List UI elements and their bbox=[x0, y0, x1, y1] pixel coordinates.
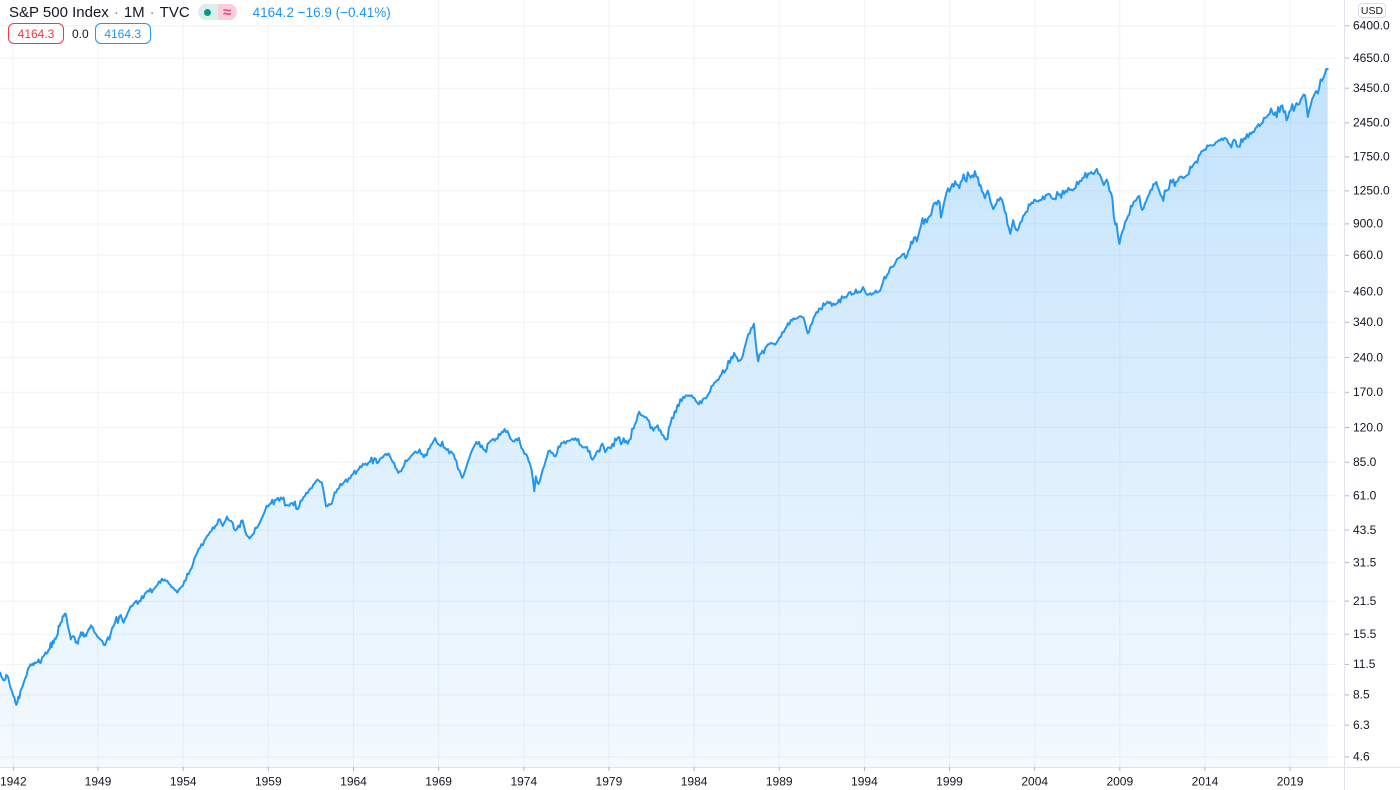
svg-text:240.0: 240.0 bbox=[1353, 350, 1383, 364]
svg-text:4650.0: 4650.0 bbox=[1353, 51, 1390, 65]
svg-text:1969: 1969 bbox=[425, 775, 452, 789]
svg-text:1964: 1964 bbox=[340, 775, 367, 789]
svg-text:2019: 2019 bbox=[1277, 775, 1304, 789]
svg-text:2009: 2009 bbox=[1106, 775, 1133, 789]
svg-text:43.5: 43.5 bbox=[1353, 523, 1377, 537]
svg-text:15.5: 15.5 bbox=[1353, 627, 1377, 641]
svg-text:8.5: 8.5 bbox=[1353, 688, 1370, 702]
svg-text:85.0: 85.0 bbox=[1353, 455, 1377, 469]
svg-text:61.0: 61.0 bbox=[1353, 489, 1377, 503]
svg-text:1994: 1994 bbox=[851, 775, 878, 789]
svg-text:1954: 1954 bbox=[170, 775, 197, 789]
svg-text:1979: 1979 bbox=[596, 775, 623, 789]
svg-text:2014: 2014 bbox=[1192, 775, 1219, 789]
svg-text:1250.0: 1250.0 bbox=[1353, 184, 1390, 198]
svg-text:2004: 2004 bbox=[1021, 775, 1048, 789]
svg-text:900.0: 900.0 bbox=[1353, 217, 1383, 231]
svg-text:3450.0: 3450.0 bbox=[1353, 81, 1390, 95]
svg-text:2450.0: 2450.0 bbox=[1353, 116, 1390, 130]
svg-text:6400.0: 6400.0 bbox=[1353, 19, 1390, 33]
svg-text:1750.0: 1750.0 bbox=[1353, 150, 1390, 164]
svg-text:660.0: 660.0 bbox=[1353, 248, 1383, 262]
svg-text:1984: 1984 bbox=[681, 775, 708, 789]
svg-text:11.5: 11.5 bbox=[1353, 657, 1376, 671]
svg-text:1999: 1999 bbox=[936, 775, 963, 789]
svg-text:120.0: 120.0 bbox=[1353, 420, 1383, 434]
svg-text:1974: 1974 bbox=[510, 775, 537, 789]
svg-text:1959: 1959 bbox=[255, 775, 282, 789]
svg-text:1942: 1942 bbox=[0, 775, 27, 789]
svg-text:1989: 1989 bbox=[766, 775, 793, 789]
svg-text:340.0: 340.0 bbox=[1353, 315, 1383, 329]
svg-text:31.5: 31.5 bbox=[1353, 555, 1377, 569]
svg-text:4.6: 4.6 bbox=[1353, 750, 1370, 764]
svg-text:170.0: 170.0 bbox=[1353, 385, 1383, 399]
svg-text:460.0: 460.0 bbox=[1353, 285, 1383, 299]
svg-text:6.3: 6.3 bbox=[1353, 718, 1370, 732]
svg-text:1949: 1949 bbox=[85, 775, 112, 789]
svg-text:21.5: 21.5 bbox=[1353, 594, 1377, 608]
